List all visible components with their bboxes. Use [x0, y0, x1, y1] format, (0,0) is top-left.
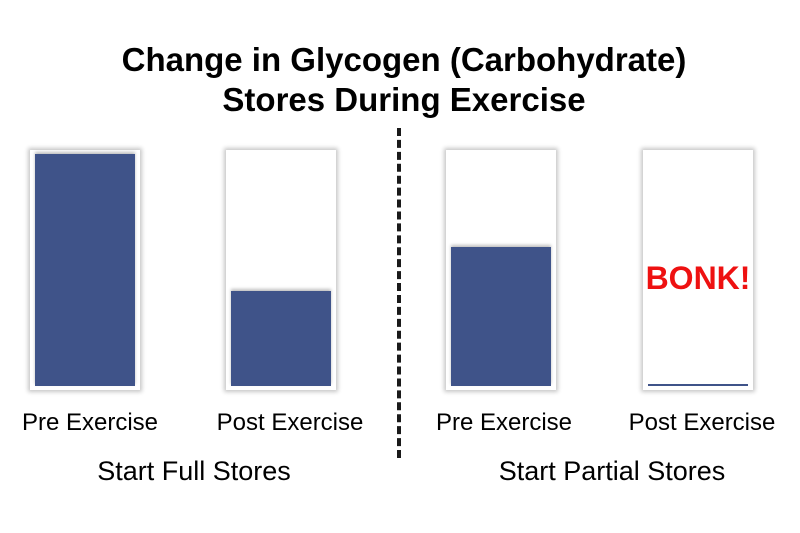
- bar-label-full-pre: Pre Exercise: [21, 409, 159, 436]
- bar-label-partial-pre: Pre Exercise: [435, 409, 573, 436]
- bar-label-full-post: Post Exercise: [216, 409, 364, 436]
- glycogen-bar-partial-pre: [446, 150, 556, 390]
- title-line-2: Stores During Exercise: [222, 81, 586, 118]
- glycogen-bar-full-pre: [30, 150, 140, 390]
- bar-label-partial-post: Post Exercise: [628, 409, 776, 436]
- glycogen-fill: [451, 247, 551, 386]
- title-line-1: Change in Glycogen (Carbohydrate): [121, 41, 687, 78]
- glycogen-bar-partial-post: BONK!: [643, 150, 753, 390]
- glycogen-fill: [648, 384, 748, 386]
- glycogen-fill: [35, 154, 135, 386]
- group-divider: [397, 128, 401, 458]
- glycogen-fill: [231, 291, 331, 386]
- bonk-annotation: BONK!: [645, 260, 751, 296]
- page-title: Change in Glycogen (Carbohydrate) Stores…: [0, 40, 800, 120]
- group-label-full: Start Full Stores: [97, 456, 291, 486]
- group-label-partial: Start Partial Stores: [498, 456, 726, 486]
- glycogen-bar-full-post: [226, 150, 336, 390]
